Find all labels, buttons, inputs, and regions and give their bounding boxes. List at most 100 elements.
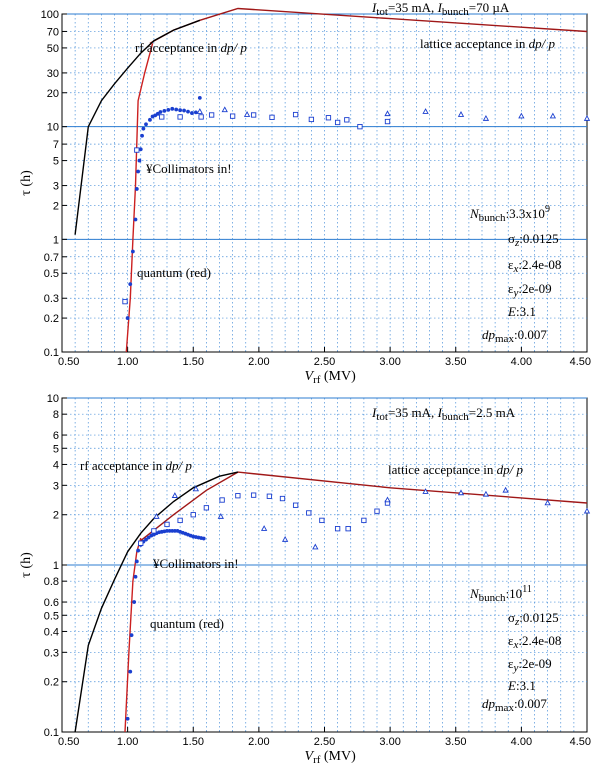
x-tick-label: 3.00: [379, 736, 400, 748]
data-point-square: [219, 497, 225, 503]
series-line: [140, 471, 588, 542]
data-point-circle: [162, 109, 167, 113]
text-part: bunch: [442, 411, 469, 423]
data-point-square: [269, 114, 275, 120]
data-point-circle: [197, 96, 202, 100]
param-epsilon-y: εy:2e-09: [508, 281, 552, 299]
text-part: max: [495, 333, 514, 345]
data-point-square: [384, 118, 391, 125]
text-part: :3.3x10: [506, 206, 545, 221]
y-tick-label: 0.2: [44, 313, 59, 325]
y-tick-label: 0.3: [44, 647, 59, 659]
data-point-triangle: [153, 513, 160, 519]
text-part: ε: [508, 281, 514, 296]
y-tick-label: 20: [47, 88, 59, 100]
series-dot: [125, 529, 206, 721]
text-part: =35 mA,: [388, 0, 438, 15]
grid: [62, 14, 587, 352]
series-line: [140, 471, 588, 542]
series-line: [74, 471, 239, 733]
data-point-triangle: [583, 115, 591, 121]
series-line: [125, 43, 154, 353]
data-point-circle: [134, 559, 139, 564]
chart-panel-2: 10 8 65 4 3 2 1 0.8 0.60.5 0.4 0.3 0.2 0.10.50 1.00 1.…: [19, 393, 591, 766]
x-axis-label: Vrf (MV): [305, 369, 357, 386]
data-point-circle: [190, 111, 194, 115]
y-tick-label: 50: [47, 43, 59, 55]
text-part: σ: [508, 610, 515, 625]
data-point-square: [357, 124, 363, 130]
data-point-square: [279, 495, 286, 502]
data-point-circle: [201, 536, 206, 541]
text-part: :2.4e-08: [518, 257, 561, 272]
data-point-square: [203, 505, 210, 511]
y-tick-label: 0.1: [44, 347, 59, 359]
text-part: =70 µA: [469, 0, 510, 15]
text-part: N: [469, 586, 480, 601]
data-point-circle: [193, 110, 198, 115]
data-point-square: [308, 116, 315, 123]
data-point-triangle: [384, 110, 391, 117]
data-point-circle: [140, 133, 144, 138]
x-axis-label: Vrf (MV): [305, 749, 357, 766]
param-nbunch: Nbunch:1011: [469, 584, 532, 604]
text-part: ε: [508, 633, 514, 648]
data-point-triangle: [217, 513, 224, 519]
text-part: x: [512, 263, 518, 275]
text-part: bunch: [479, 212, 506, 224]
series-line: [124, 537, 142, 733]
chart-title: Itot=35 mA, Ibunch=70 µA: [371, 0, 510, 18]
data-point-square: [164, 521, 170, 528]
y-tick-label: 3: [53, 480, 59, 492]
text-part: dp/ p: [166, 458, 193, 473]
text-part: tot: [376, 411, 388, 423]
series-line: [74, 19, 201, 235]
y-tick-label: 2: [53, 200, 59, 212]
x-tick-label: 3.00: [379, 356, 400, 368]
data-point-circle: [182, 108, 186, 113]
text-part: :2e-09: [518, 281, 551, 296]
x-tick-label: 4.50: [570, 736, 591, 748]
data-point-square: [319, 517, 325, 524]
data-point-circle: [178, 108, 183, 113]
data-point-square: [344, 117, 350, 123]
y-tick-label: 100: [41, 9, 59, 21]
series-triangle: [153, 485, 591, 550]
x-tick-label: 4.00: [511, 736, 532, 748]
x-tick-label: 1.00: [117, 356, 138, 368]
data-point-triangle: [221, 106, 228, 113]
data-point-triangle: [422, 488, 429, 494]
lattice-acceptance-label: lattice acceptance in dp/ p: [420, 36, 555, 51]
data-point-circle: [141, 126, 146, 131]
data-point-square: [138, 540, 144, 546]
text-part: z: [514, 616, 520, 628]
data-point-square: [292, 111, 299, 118]
parameter-block: Nbunch:1011σz:0.0125εx:2.4e-08εy:2e-09E:…: [469, 584, 561, 714]
data-point-triangle: [482, 490, 490, 497]
text-part: x: [512, 639, 518, 651]
text-part: σ: [508, 231, 515, 246]
data-point-square: [235, 493, 241, 499]
data-point-circle: [158, 110, 163, 114]
data-point-square: [177, 114, 183, 120]
text-part: dp/ p: [529, 36, 556, 51]
text-part: z: [514, 237, 520, 249]
text-part: :3.1: [516, 304, 536, 319]
data-point-square: [250, 492, 257, 498]
y-tick-label: 0.1: [44, 727, 59, 739]
data-point-triangle: [196, 108, 203, 114]
y-tick-label: 0.5: [44, 610, 59, 622]
x-tick-label: 2.00: [248, 356, 269, 368]
text-part: (MV): [320, 369, 356, 384]
data-point-triangle: [422, 108, 429, 114]
data-point-circle: [170, 529, 175, 533]
data-point-square: [306, 510, 312, 516]
param-sigma-z: σz:0.0125: [508, 231, 559, 249]
y-tick-label: 3: [53, 181, 59, 193]
text-part: tot: [376, 6, 388, 18]
y-tick-label: 10: [47, 393, 59, 405]
x-tick-label: 2.50: [314, 736, 335, 748]
param-nbunch: Nbunch:3.3x109: [469, 204, 550, 224]
data-point-square: [345, 526, 351, 532]
